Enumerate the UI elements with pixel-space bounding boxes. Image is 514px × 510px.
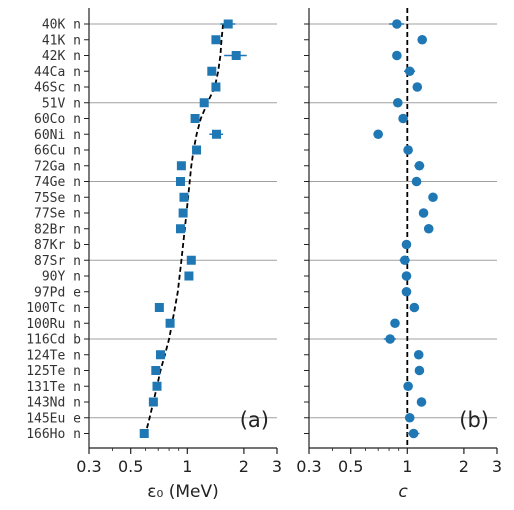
data-point (139, 429, 149, 438)
data-point (176, 161, 186, 171)
row-label: 143Nd n (26, 396, 81, 411)
data-point (414, 160, 425, 171)
row-label: 72Ga n (34, 159, 81, 174)
row-label: 124Te n (26, 348, 81, 363)
data-point (192, 145, 202, 155)
data-point (417, 34, 427, 45)
x-tick-label: 2 (239, 457, 249, 476)
row-label: 90Y n (42, 270, 81, 285)
row-label: 100Ru n (26, 317, 81, 332)
data-point (409, 302, 420, 313)
data-point (148, 397, 158, 407)
panel-label: (b) (459, 408, 489, 432)
panel-b: 0.3 0.5 1 2 3 c (b) (296, 8, 502, 502)
row-label: 51V n (42, 96, 81, 111)
row-label: 41K n (42, 33, 81, 48)
data-point (154, 303, 164, 312)
row-label: 42K n (42, 49, 81, 64)
data-point (175, 224, 185, 234)
row-label: 116Cd b (26, 333, 81, 348)
data-point (175, 177, 185, 186)
x-axis-label: ε₀ (MeV) (147, 482, 218, 502)
data-point (413, 349, 424, 360)
data-point (423, 223, 434, 234)
data-point (231, 51, 241, 60)
data-point (392, 19, 402, 29)
data-point (151, 366, 161, 375)
x-tick-label: 0.5 (338, 457, 363, 476)
row-label: 166Ho n (26, 427, 81, 442)
data-point (418, 208, 429, 218)
panel-a: 0.3 0.5 1 2 3 ε₀ (MeV) (a) (76, 8, 282, 502)
row-label: 100Tc n (26, 301, 81, 316)
data-point (416, 397, 427, 407)
data-point (401, 271, 412, 281)
data-point (178, 208, 188, 218)
row-label: 97Pd e (34, 285, 81, 300)
x-tick-label: 3 (492, 457, 502, 476)
data-point (428, 192, 438, 203)
data-point (212, 129, 222, 139)
data-point (404, 412, 415, 423)
data-point (186, 255, 196, 265)
data-point (392, 97, 403, 108)
x-tick-label: 3 (272, 457, 282, 476)
row-label: 77Se n (34, 207, 81, 222)
row-label: 145Eu e (26, 411, 81, 426)
x-tick-label: 2 (459, 457, 469, 476)
data-point (411, 176, 422, 187)
x-tick-label: 0.3 (296, 457, 321, 476)
data-point (403, 145, 413, 155)
row-label: 125Te n (26, 364, 81, 379)
x-axis-label: c (398, 482, 408, 502)
row-label: 82Br n (34, 222, 81, 237)
data-point (211, 35, 221, 45)
data-point (400, 255, 410, 266)
x-tick-label: 1 (182, 457, 192, 476)
data-point (207, 66, 217, 76)
data-point (401, 239, 412, 250)
row-label: 131Te n (26, 380, 81, 395)
data-point (390, 318, 400, 329)
x-tick-label: 0.5 (118, 457, 143, 476)
data-point (199, 98, 209, 108)
data-point (401, 286, 412, 297)
row-label: 74Ge n (34, 175, 81, 190)
row-label: 75Se n (34, 191, 81, 206)
x-tick-label: 0.3 (76, 457, 101, 476)
data-point (414, 365, 425, 376)
row-label: 60Co n (34, 112, 81, 127)
row-label: 44Ca n (34, 65, 81, 80)
data-point (155, 350, 165, 360)
row-label: 87Sr n (34, 254, 81, 269)
data-point (179, 192, 189, 202)
row-label: 40K n (42, 18, 81, 33)
data-point (392, 50, 402, 61)
data-point (165, 318, 175, 328)
data-point (211, 82, 221, 92)
data-point (190, 114, 200, 123)
data-point (408, 428, 419, 439)
panel-label: (a) (240, 408, 269, 432)
data-point (412, 82, 423, 92)
row-label: 60Ni n (34, 128, 81, 143)
data-point (152, 381, 162, 391)
data-point (373, 129, 383, 140)
data-point (184, 271, 194, 281)
data-point (403, 381, 413, 392)
row-label: 87Kr b (34, 238, 81, 253)
x-tick-label: 1 (402, 457, 412, 476)
data-point (404, 66, 415, 77)
data-point (223, 19, 233, 29)
row-label: 66Cu n (34, 144, 81, 159)
row-label: 46Sc n (34, 81, 81, 96)
data-point (385, 334, 395, 344)
data-point (398, 113, 408, 124)
